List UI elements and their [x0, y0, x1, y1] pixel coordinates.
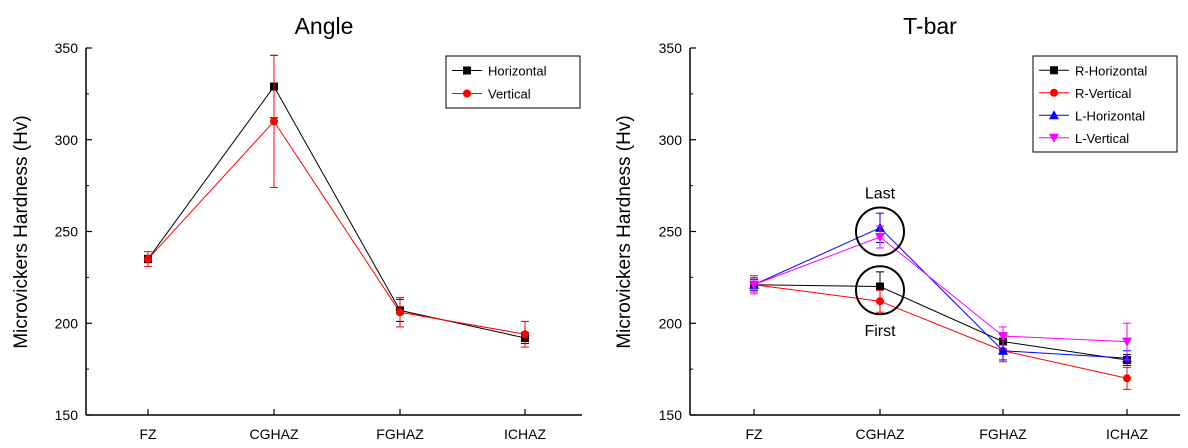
- legend-item: R-Vertical: [1039, 86, 1131, 101]
- legend-item: Vertical: [452, 87, 531, 102]
- legend-label: R-Horizontal: [1075, 63, 1147, 78]
- annotation: First: [855, 265, 905, 340]
- marker-circle: [876, 297, 884, 306]
- marker-circle: [463, 89, 471, 98]
- legend: R-Horizontal R-Vertical L-Horizontal L-Vert…: [1032, 55, 1178, 153]
- series-l-horizontal: [749, 212, 1132, 366]
- y-tick-label: 350: [55, 40, 79, 56]
- legend-item: Horizontal: [452, 64, 547, 79]
- series-line: [147, 120, 526, 335]
- legend-label: L-Vertical: [1075, 131, 1129, 146]
- plot-area: 150 200 250 300 350 FZ CGHAZ FGHAZ ICHAZ Horizont…: [55, 40, 582, 442]
- y-tick-label: 200: [55, 315, 79, 331]
- marker-circle: [1050, 88, 1058, 97]
- marker-circle: [521, 330, 529, 339]
- y-tick-label: 350: [659, 40, 683, 56]
- legend-label: Vertical: [488, 87, 531, 102]
- legend-item: L-Horizontal: [1039, 108, 1145, 123]
- series-r-vertical: [750, 276, 1131, 390]
- annotation-label: Last: [865, 186, 896, 203]
- marker-circle: [396, 308, 404, 317]
- series-line: [753, 284, 1128, 379]
- x-tick-label: FGHAZ: [376, 426, 424, 442]
- series-line: [753, 236, 1128, 343]
- legend-box: [445, 55, 581, 109]
- series-vertical: [144, 54, 529, 348]
- x-tick-label: FGHAZ: [979, 426, 1027, 442]
- annotation-label: First: [864, 323, 896, 340]
- legend: Horizontal Vertical: [445, 55, 581, 109]
- y-tick-label: 250: [55, 224, 79, 240]
- legend-label: Horizontal: [488, 64, 547, 79]
- x-tick-label: CGHAZ: [250, 426, 299, 442]
- annotation-circle: [855, 265, 905, 316]
- x-tick-label: FZ: [139, 426, 157, 442]
- marker-triangle-down: [1049, 133, 1059, 143]
- series-l-vertical: [749, 225, 1132, 361]
- x-tick-label: FZ: [745, 426, 763, 442]
- chart-angle: Angle Microvickers Hardness (Hv) 150 200 2…: [11, 13, 582, 442]
- marker-triangle-down: [998, 332, 1008, 342]
- legend-item: R-Horizontal: [1039, 63, 1147, 78]
- annotation: Last: [855, 186, 905, 257]
- marker-triangle-down: [875, 233, 885, 243]
- y-tick-label: 300: [659, 132, 683, 148]
- marker-square: [876, 282, 884, 291]
- marker-square: [1050, 66, 1058, 75]
- chart-title: T-bar: [903, 13, 957, 39]
- series-line: [147, 85, 526, 339]
- marker-triangle-down: [1122, 337, 1132, 347]
- series-line: [753, 227, 1128, 359]
- y-tick-label: 200: [659, 315, 683, 331]
- legend-label: R-Vertical: [1075, 86, 1131, 101]
- marker-triangle-up: [1049, 110, 1059, 120]
- plot-area: 150 200 250 300 350 FZ CGHAZ FGHAZ ICHAZ Last Firs…: [659, 40, 1180, 442]
- marker-circle: [1123, 374, 1131, 383]
- legend-item: L-Vertical: [1039, 131, 1129, 146]
- marker-triangle-up: [998, 345, 1008, 355]
- y-tick-label: 250: [659, 224, 683, 240]
- marker-circle: [270, 117, 278, 126]
- chart-title: Angle: [295, 13, 354, 39]
- marker-triangle-down: [749, 280, 759, 290]
- legend-label: L-Horizontal: [1075, 108, 1145, 123]
- y-axis-label: Microvickers Hardness (Hv): [614, 115, 635, 348]
- annotation-circle: [855, 206, 905, 257]
- y-tick-label: 150: [55, 407, 79, 423]
- y-axis-label: Microvickers Hardness (Hv): [11, 115, 32, 348]
- x-tick-label: ICHAZ: [504, 426, 546, 442]
- chart-tbar: T-bar Microvickers Hardness (Hv) 150 200 2…: [614, 13, 1180, 442]
- x-tick-label: CGHAZ: [856, 426, 905, 442]
- y-tick-label: 150: [659, 407, 683, 423]
- x-tick-label: ICHAZ: [1106, 426, 1148, 442]
- marker-square: [463, 66, 471, 75]
- y-tick-label: 300: [55, 132, 79, 148]
- marker-circle: [144, 255, 152, 264]
- series-line: [753, 284, 1128, 361]
